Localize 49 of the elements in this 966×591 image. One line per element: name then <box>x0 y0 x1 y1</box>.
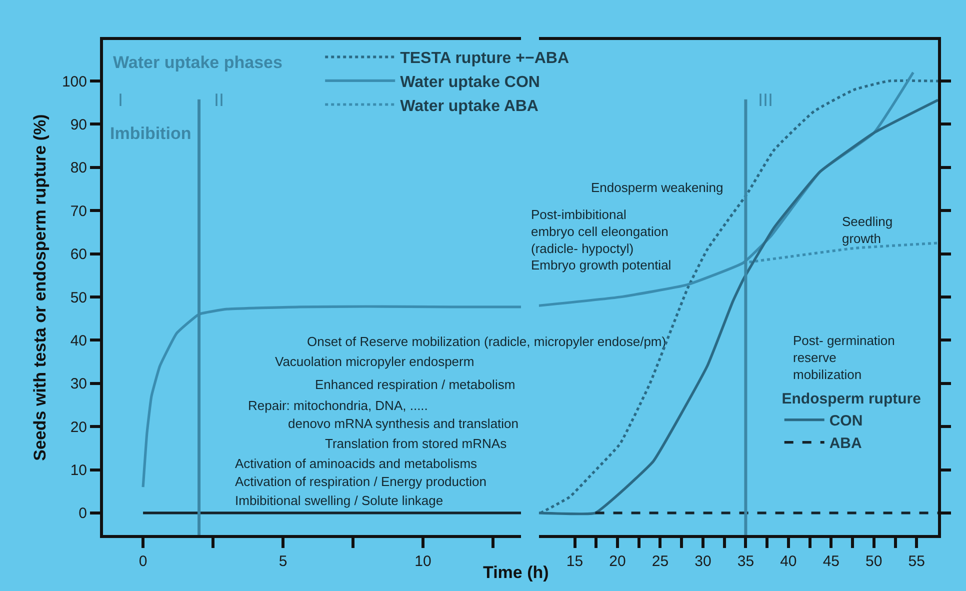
y-tick-label: 0 <box>78 505 87 522</box>
y-tick-label: 100 <box>62 73 87 90</box>
y-tick-label: 90 <box>70 116 87 134</box>
annotation: Activation of aminoacids and metabolisms <box>235 456 478 471</box>
legend-label: CON <box>829 412 863 430</box>
annotation: Repair: mitochondria, DNA, ..... <box>248 398 428 413</box>
x-tick-label: 15 <box>566 553 584 570</box>
x-axis-title: Time (h) <box>483 563 549 582</box>
annotation: II <box>214 90 224 110</box>
x-tick-label: 55 <box>908 553 925 570</box>
x-tick-label: 45 <box>822 553 840 570</box>
legend-title: Endosperm rupture <box>782 390 921 408</box>
y-tick-label: 20 <box>70 418 87 436</box>
x-tick-label: 30 <box>694 553 712 570</box>
y-tick-label: 80 <box>70 160 87 177</box>
legend-label: TESTA rupture +−ABA <box>400 50 570 68</box>
x-tick-label: 20 <box>609 553 626 570</box>
x-tick-label: 35 <box>737 553 754 570</box>
y-tick-label: 60 <box>70 246 87 264</box>
annotation: I <box>118 90 124 110</box>
annotation: Imbibitional swelling / Solute linkage <box>235 493 444 508</box>
x-tick-label: 10 <box>414 553 432 570</box>
y-tick-label: 70 <box>70 202 87 220</box>
annotation: denovo mRNA synthesis and translation <box>288 416 519 431</box>
annotation: Vacuolation micropyler endosperm <box>275 354 474 369</box>
y-tick-label: 50 <box>70 289 87 306</box>
annotation: Post- germination reserve mobilization <box>793 333 895 382</box>
legend-label: ABA <box>829 435 862 452</box>
y-tick-label: 40 <box>70 332 87 350</box>
annotation: Enhanced respiration / metabolism <box>315 377 516 392</box>
x-tick-label: 40 <box>780 553 797 570</box>
x-tick-label: 0 <box>138 553 148 570</box>
annotation: Endosperm weakening <box>591 180 724 195</box>
annotation: Activation of respiration / Energy production <box>235 474 486 489</box>
annotation: Imbibition <box>110 124 192 143</box>
x-tick-label: 50 <box>866 553 882 570</box>
y-tick-label: 10 <box>70 462 87 480</box>
annotation: Water uptake phases <box>113 53 282 72</box>
x-tick-label: 5 <box>278 553 288 570</box>
annotation: Translation from stored mRNAs <box>325 436 508 451</box>
annotation: III <box>758 90 774 110</box>
annotation: Onset of Reserve mobilization (radicle, micropyler endose/pm) <box>307 334 666 349</box>
y-axis-title: Seeds with testa or endosperm rupture (%) <box>30 114 50 461</box>
annotation: Post-imbibitional embryo cell eleongation (radicle- hypoctyl) Embryo growth potential <box>531 207 672 273</box>
annotation: Seedling growth <box>842 214 893 246</box>
y-tick-label: 30 <box>70 376 87 393</box>
legend-label: Water uptake ABA <box>400 98 539 115</box>
legend-label: Water uptake CON <box>400 74 540 91</box>
x-tick-label: 25 <box>652 553 669 570</box>
